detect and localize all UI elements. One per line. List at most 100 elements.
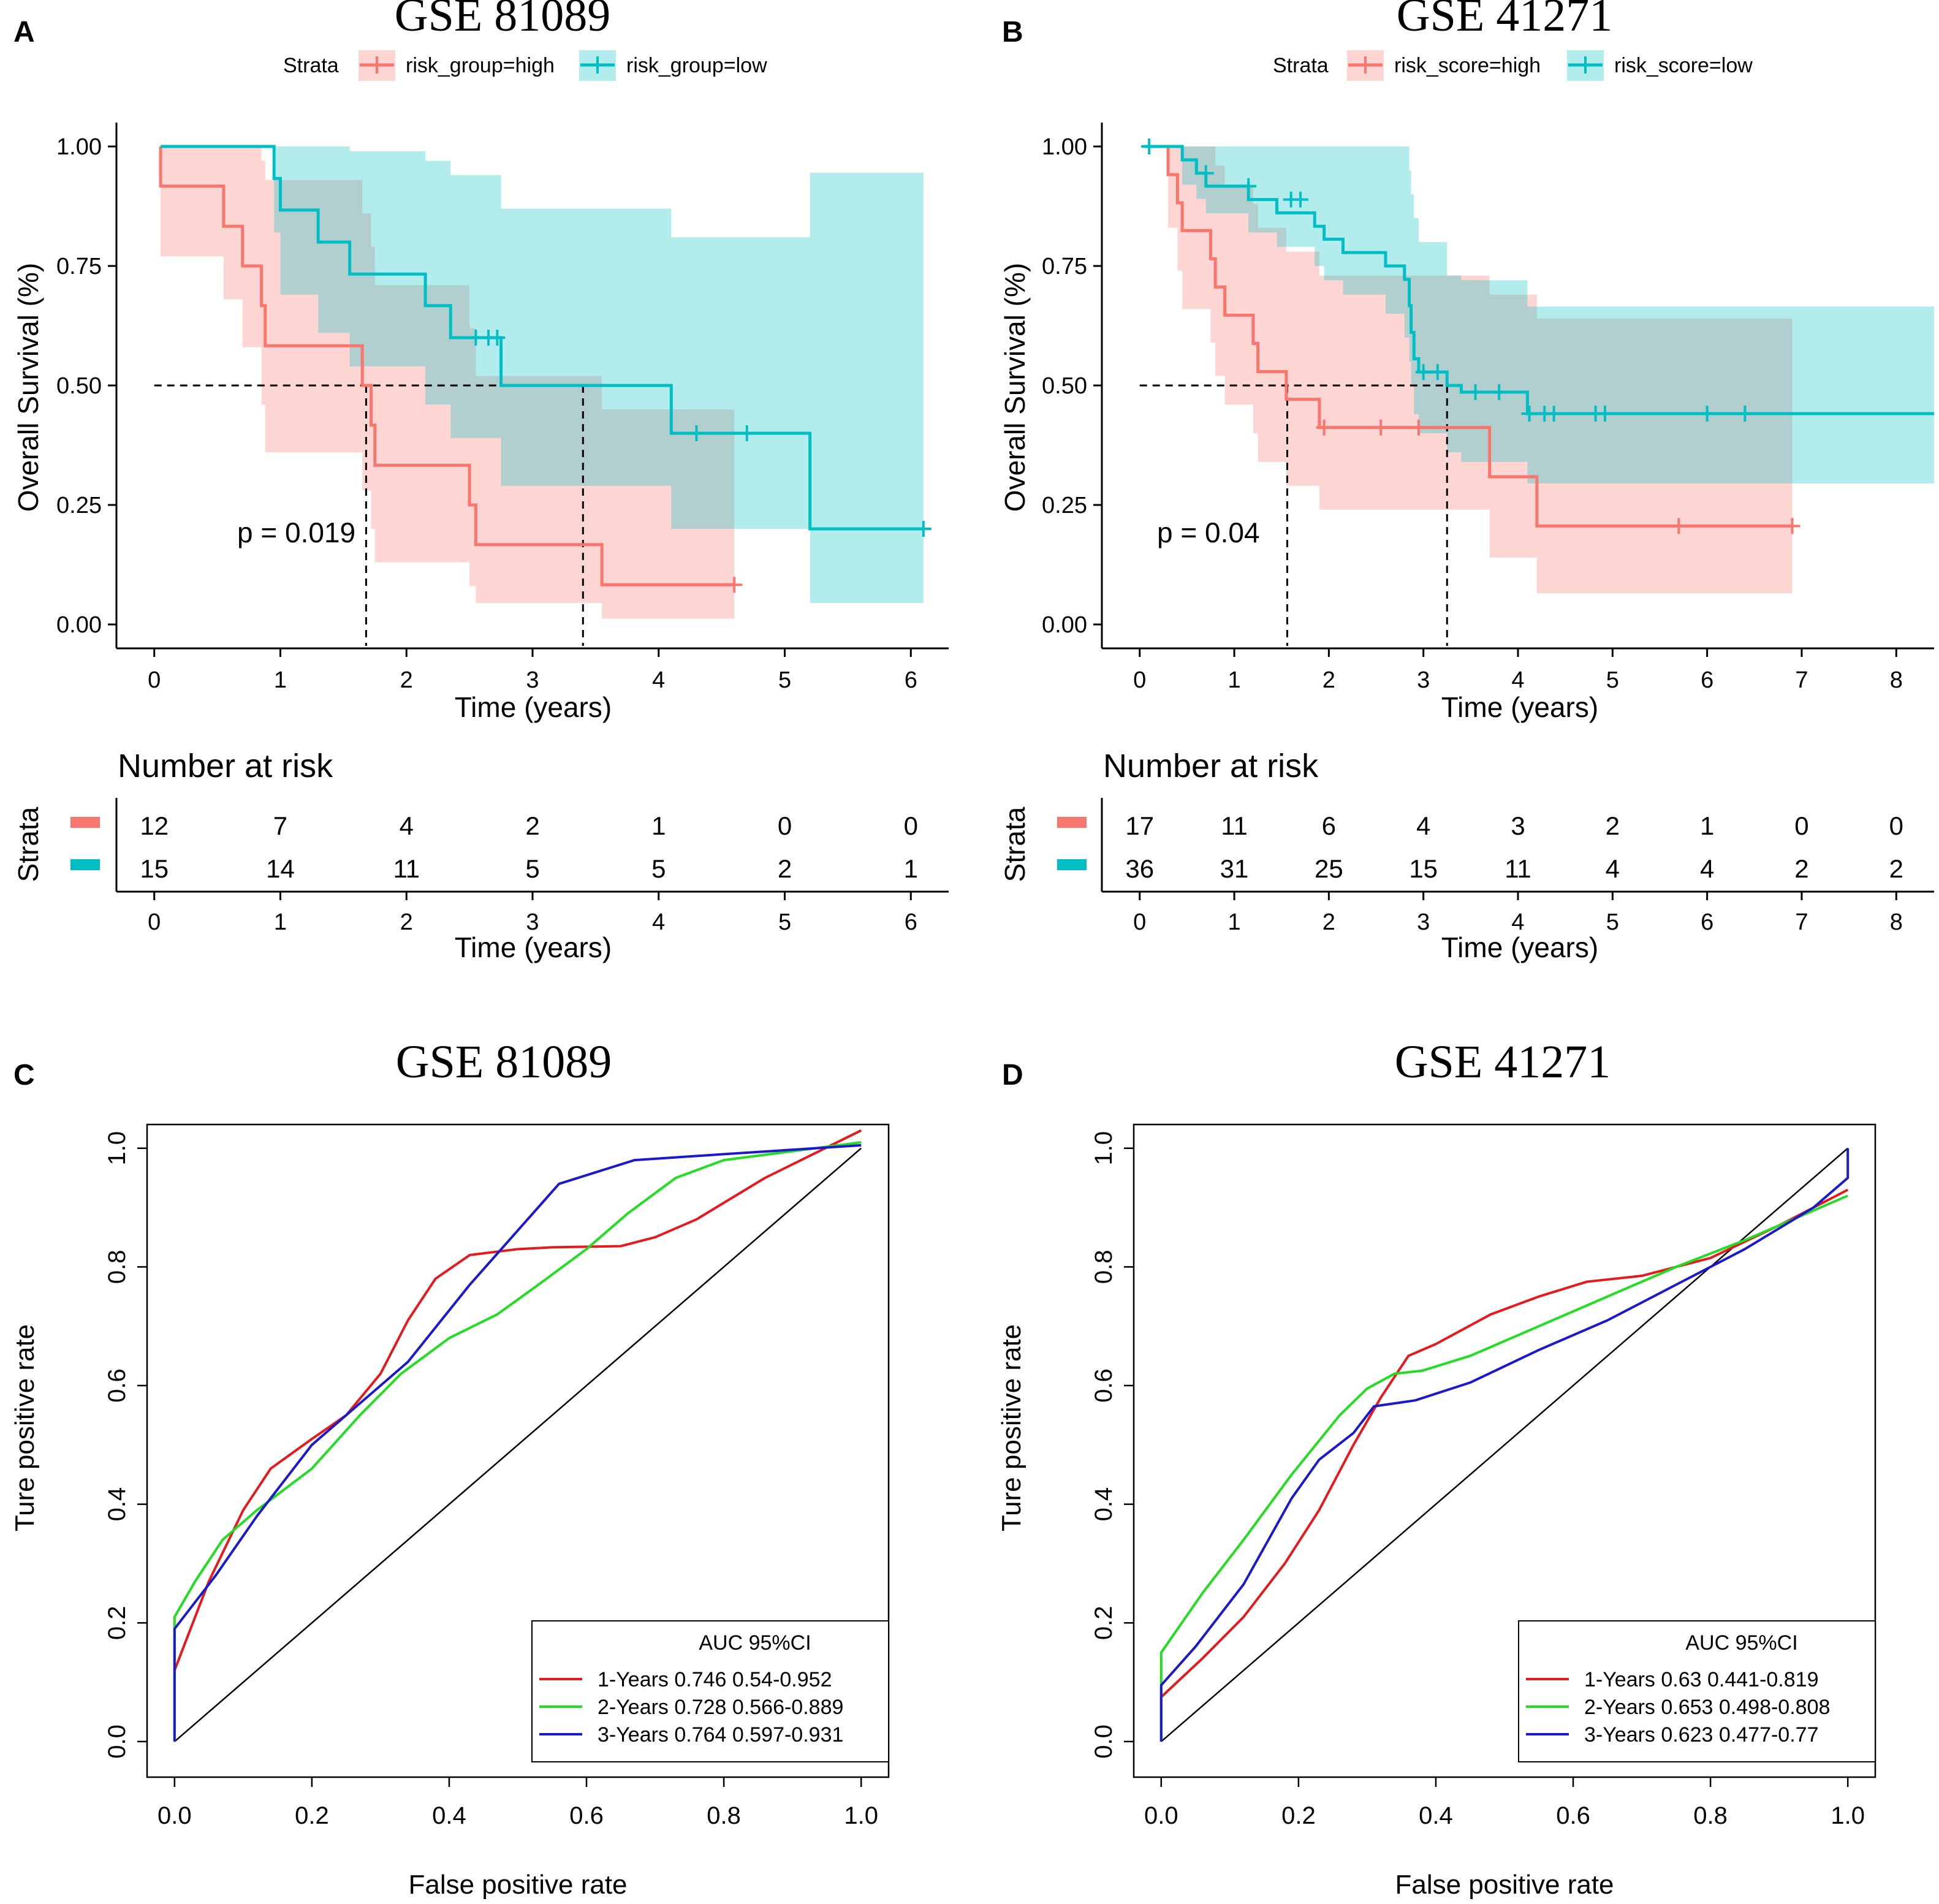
y-tick-label: 0.50 [1042, 373, 1087, 399]
chart-title: GSE 81089 [395, 0, 611, 41]
x-tick-label: 5 [1606, 667, 1619, 693]
roc-curve-3yr [1159, 1148, 1850, 1742]
y-tick-label: 0.25 [1042, 493, 1087, 518]
risk-x-tick-label: 3 [1417, 909, 1430, 935]
risk-table-title: Number at risk [118, 748, 333, 784]
x-tick-label: 7 [1795, 667, 1808, 693]
km-curve-low [161, 145, 924, 531]
panel-a-survival: A GSE 81089 Strata risk_group=high risk_… [12, 0, 949, 963]
risk-count-low: 36 [1125, 854, 1154, 883]
legend-entry-low: risk_group=low [626, 54, 767, 77]
x-tick-label: 0 [1133, 667, 1146, 693]
legend-entry-2yr: 2-Years 0.653 0.498-0.808 [1584, 1696, 1830, 1719]
risk-count-high: 3 [1511, 811, 1525, 840]
x-axis-title: False positive rate [1395, 1870, 1614, 1900]
risk-count-low: 5 [651, 854, 666, 883]
x-axis-title: Time (years) [455, 691, 612, 723]
x-tick-label: 0.2 [1281, 1802, 1316, 1829]
risk-count-high: 0 [1794, 811, 1808, 840]
risk-x-tick-label: 3 [526, 909, 539, 935]
risk-count-low: 31 [1220, 854, 1249, 883]
y-tick-label: 0.25 [56, 493, 102, 518]
y-tick-label: 0.4 [1090, 1487, 1117, 1522]
y-tick-label: 0.8 [104, 1250, 131, 1284]
risk-count-high: 1 [1700, 811, 1714, 840]
panel-letter: D [1002, 1059, 1023, 1091]
x-tick-label: 0 [148, 667, 161, 693]
roc-curve-3yr [173, 1144, 862, 1742]
roc-curve-1yr [173, 1129, 862, 1671]
roc-curve-2yr [173, 1141, 862, 1742]
legend-title: AUC 95%CI [1685, 1631, 1797, 1655]
risk-count-high: 6 [1322, 811, 1336, 840]
risk-table-strata-label: Strata [999, 806, 1031, 882]
risk-x-tick-label: 0 [1133, 909, 1146, 935]
chart-title: GSE 41271 [1397, 0, 1613, 41]
legend-entry-3yr: 3-Years 0.623 0.477-0.77 [1584, 1723, 1818, 1747]
km-curve-high [159, 146, 735, 586]
x-tick-label: 6 [1701, 667, 1713, 693]
risk-count-low: 4 [1606, 854, 1620, 883]
y-axis-title: Overall Survival (%) [12, 263, 44, 512]
risk-key-high [1057, 817, 1087, 828]
ci-band-low [1144, 146, 1934, 484]
x-tick-label: 0.2 [295, 1802, 329, 1829]
y-tick-label: 0.6 [104, 1368, 131, 1403]
risk-count-high: 4 [400, 811, 414, 840]
y-tick-label: 0.00 [1042, 612, 1087, 638]
p-value: p = 0.019 [237, 517, 355, 548]
legend-box [1518, 1620, 1876, 1762]
risk-count-high: 2 [1606, 811, 1620, 840]
roc-legend: AUC 95%CI 1-Years 0.746 0.54-0.952 2-Yea… [531, 1620, 889, 1762]
ci-band-low [161, 146, 924, 603]
risk-count-high: 7 [273, 811, 287, 840]
legend-entry-high: risk_score=high [1394, 54, 1541, 77]
reference-diagonal [173, 1147, 862, 1742]
legend-entry-low: risk_score=low [1614, 54, 1753, 77]
roc-legend: AUC 95%CI 1-Years 0.63 0.441-0.819 2-Yea… [1518, 1620, 1876, 1762]
x-axis-title: False positive rate [408, 1870, 627, 1900]
risk-x-tick-label: 7 [1795, 909, 1808, 935]
legend-entry-1yr: 1-Years 0.63 0.441-0.819 [1584, 1668, 1818, 1691]
risk-count-low: 5 [525, 854, 539, 883]
x-axis-title: Time (years) [1441, 691, 1598, 723]
risk-x-tick-label: 6 [1701, 909, 1713, 935]
y-tick-label: 0.75 [1042, 254, 1087, 279]
legend-title: AUC 95%CI [699, 1631, 811, 1655]
chart-title: GSE 81089 [396, 1036, 612, 1088]
risk-table-grid: 12 7 4 2 1 0 015 14 11 5 5 2 10 1 2 3 4 5 6 [115, 798, 949, 935]
ci-band-high [1144, 146, 1793, 594]
y-tick-label: 0.75 [56, 254, 102, 279]
ci-band-high [161, 146, 735, 619]
km-curve-high [1144, 145, 1793, 528]
risk-x-tick-label: 1 [1228, 909, 1240, 935]
x-tick-label: 5 [778, 667, 791, 693]
y-tick-label: 0.0 [104, 1724, 131, 1759]
risk-count-low: 15 [140, 854, 169, 883]
panel-letter: C [13, 1059, 35, 1091]
y-tick-label: 1.00 [1042, 134, 1087, 160]
risk-count-low: 1 [904, 854, 918, 883]
y-tick-label: 1.0 [104, 1131, 131, 1166]
risk-count-low: 11 [1505, 854, 1531, 883]
risk-x-tick-label: 5 [1606, 909, 1619, 935]
panel-d-roc: D GSE 41271 0.00.00.20.20.40.40.60.60.80… [996, 1036, 1876, 1900]
x-tick-label: 0.0 [157, 1802, 192, 1829]
risk-count-high: 0 [904, 811, 918, 840]
x-tick-label: 4 [1511, 667, 1524, 693]
y-tick-label: 0.2 [1090, 1606, 1117, 1640]
risk-x-tick-label: 5 [778, 909, 791, 935]
y-tick-label: 0.0 [1090, 1724, 1117, 1759]
risk-table-x-title: Time (years) [455, 931, 612, 963]
y-axis-title: Ture positive rate [996, 1324, 1026, 1531]
risk-count-high: 0 [1889, 811, 1903, 840]
risk-table-grid: 17 11 6 4 3 2 1 0 0 36 31 25 15 11 4 4 2 2 0 1 2 3 4 5 6 7 8 [1101, 798, 1934, 935]
risk-table-title: Number at risk [1103, 748, 1319, 784]
roc-curve-1yr [1159, 1188, 1849, 1742]
risk-count-low: 25 [1315, 854, 1343, 883]
risk-x-tick-label: 4 [652, 909, 665, 935]
roc-curve-2yr [1159, 1194, 1848, 1742]
x-tick-label: 3 [1417, 667, 1430, 693]
x-tick-label: 4 [652, 667, 665, 693]
risk-key-high [70, 817, 100, 828]
